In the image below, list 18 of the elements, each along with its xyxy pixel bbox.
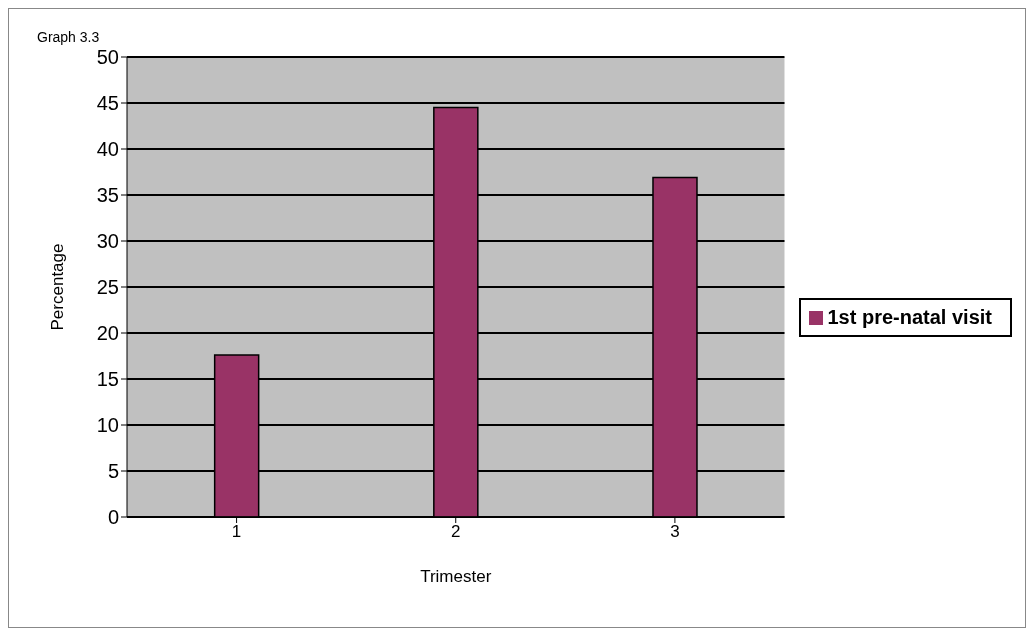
y-tick-label: 30 xyxy=(96,230,119,253)
y-tick-label: 25 xyxy=(96,276,119,299)
y-tick-label: 45 xyxy=(96,92,119,115)
y-tick-label: 10 xyxy=(96,414,119,437)
y-tick-label: 0 xyxy=(107,506,119,529)
legend-label: 1st pre-natal visit xyxy=(827,305,992,328)
y-axis-title: Percentage xyxy=(48,243,68,331)
x-axis-title: Trimester xyxy=(420,567,492,586)
y-tick-label: 50 xyxy=(96,46,119,69)
x-tick-label: 2 xyxy=(451,522,461,542)
y-tick-label: 20 xyxy=(96,322,119,345)
x-tick-label: 3 xyxy=(670,522,680,542)
chart-title: Graph 3.3 xyxy=(37,29,100,45)
y-tick-label: 15 xyxy=(96,368,119,391)
y-tick-label: 35 xyxy=(96,184,119,207)
y-tick-label: 40 xyxy=(96,138,119,161)
y-tick-label: 5 xyxy=(107,460,119,483)
x-tick-label: 1 xyxy=(231,522,242,542)
